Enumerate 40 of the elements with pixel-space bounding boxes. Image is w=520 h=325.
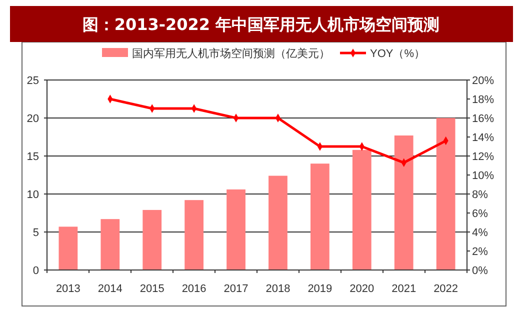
y2-tick-label: 20% <box>472 75 494 87</box>
y2-tick-label: 2% <box>472 246 488 258</box>
y-tick-label: 5 <box>32 227 39 239</box>
x-tick-label: 2019 <box>308 283 332 295</box>
y-tick-label: 25 <box>26 75 39 87</box>
y-tick-label: 0 <box>32 265 39 277</box>
bar <box>58 226 78 270</box>
y2-tick-label: 8% <box>472 189 488 201</box>
y2-tick-label: 12% <box>472 151 494 163</box>
y2-tick-label: 18% <box>472 94 494 106</box>
legend-label: 国内军用无人机市场空间预测（亿美元） <box>132 47 330 60</box>
y-tick-label: 15 <box>26 151 39 163</box>
x-tick-label: 2015 <box>140 283 164 295</box>
x-tick-label: 2022 <box>434 283 458 295</box>
x-tick-label: 2017 <box>224 283 248 295</box>
x-tick-label: 2013 <box>56 283 80 295</box>
bar <box>100 219 120 270</box>
y-tick-label: 20 <box>26 113 39 125</box>
x-tick-label: 2020 <box>350 283 374 295</box>
bar <box>268 176 288 270</box>
bar <box>226 189 246 270</box>
bar <box>184 200 204 270</box>
y2-tick-label: 14% <box>472 132 494 144</box>
y2-tick-label: 10% <box>472 170 494 182</box>
bar <box>394 135 414 270</box>
x-tick-label: 2014 <box>98 283 122 295</box>
x-tick-label: 2016 <box>182 283 206 295</box>
chart-title: 图：2013-2022 年中国军用无人机市场空间预测 <box>82 15 440 34</box>
y2-tick-label: 16% <box>472 113 494 125</box>
bar <box>142 210 162 270</box>
y2-tick-label: 0% <box>472 265 488 277</box>
x-tick-label: 2018 <box>266 283 290 295</box>
bar <box>352 150 372 270</box>
legend-label: YOY（%） <box>370 48 426 60</box>
y2-tick-label: 6% <box>472 208 488 220</box>
y2-tick-label: 4% <box>472 227 488 239</box>
x-tick-label: 2021 <box>392 283 416 295</box>
bar <box>436 118 456 270</box>
bar <box>310 164 330 270</box>
y-tick-label: 10 <box>26 189 39 201</box>
